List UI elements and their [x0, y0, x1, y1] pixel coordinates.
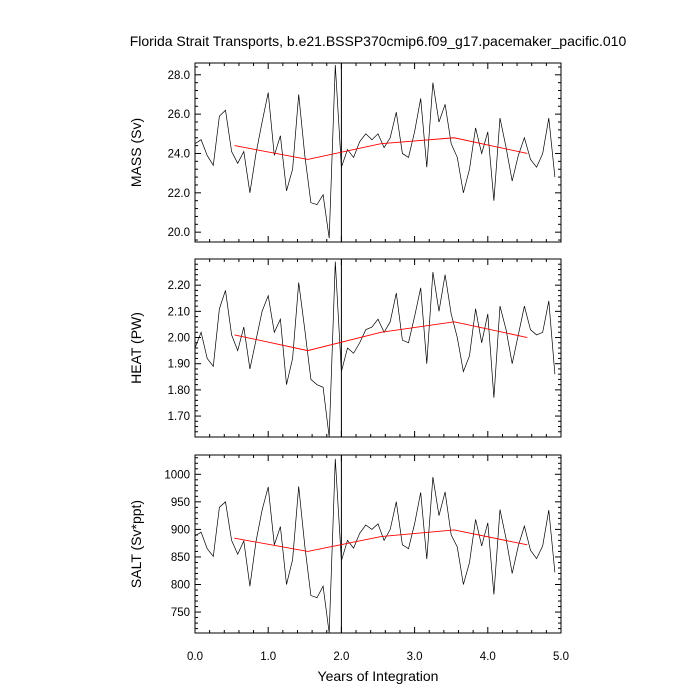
mass-y-tick-label: 22.0 [168, 188, 190, 200]
panel-mass: 20.0 22.0 24.0 26.0 28.0 MASS (Sv) [128, 62, 562, 243]
mass-y-tick-label: 24.0 [168, 148, 190, 160]
mass-monthly-series-line [195, 64, 556, 239]
salt-annual-mean-line [234, 529, 528, 552]
salt-y-tick-label: 1000 [164, 469, 190, 481]
heat-monthly-series-line [195, 261, 556, 437]
salt-y-tick-label: 800 [171, 580, 190, 592]
salt-y-tick-label: 850 [171, 552, 190, 564]
heat-y-axis-label: HEAT (PW) [128, 312, 144, 384]
heat-plot-frame [194, 258, 562, 438]
heat-annual-mean-line [234, 321, 528, 352]
panel-salt: 750 800 850 900 950 1000 SALT (Sv*ppt) 0.0 1.0 2.… [128, 454, 569, 663]
x-tick-label: 5.0 [553, 651, 569, 663]
heat-y-tick-label: 1.70 [168, 411, 190, 423]
x-tick-label: 4.0 [480, 651, 496, 663]
mass-y-axis-label: MASS (Sv) [128, 118, 144, 187]
salt-y-tick-label: 750 [171, 607, 190, 619]
mass-y-tick-label: 26.0 [168, 109, 190, 121]
panels-group: 20.0 22.0 24.0 26.0 28.0 MASS (Sv) 1.70 1.80 1.9… [128, 62, 569, 663]
x-axis-label: Years of Integration [318, 668, 439, 684]
salt-plot-frame [194, 454, 562, 634]
mass-annual-mean-line [234, 137, 528, 160]
mass-y-tick-label: 28.0 [168, 70, 190, 82]
heat-y-tick-label: 2.10 [168, 306, 190, 318]
heat-y-tick-label: 1.80 [168, 385, 190, 397]
salt-y-tick-label: 900 [171, 524, 190, 536]
x-tick-label: 0.0 [187, 651, 203, 663]
panel-heat: 1.70 1.80 1.90 2.00 2.10 2.20 HEAT (PW) [128, 258, 562, 438]
x-tick-label: 3.0 [407, 651, 423, 663]
mass-y-tick-label: 20.0 [168, 227, 190, 239]
heat-y-tick-label: 2.00 [168, 333, 190, 345]
salt-y-axis-label: SALT (Sv*ppt) [128, 500, 144, 588]
heat-y-tick-label: 1.90 [168, 359, 190, 371]
mass-plot-frame [194, 62, 562, 243]
x-tick-label: 1.0 [260, 651, 276, 663]
x-tick-label: 2.0 [333, 651, 349, 663]
salt-y-tick-label: 950 [171, 497, 190, 509]
salt-monthly-series-line [195, 458, 556, 633]
heat-y-tick-label: 2.20 [168, 280, 190, 292]
chart-title: Florida Strait Transports, b.e21.BSSP370… [130, 33, 627, 49]
